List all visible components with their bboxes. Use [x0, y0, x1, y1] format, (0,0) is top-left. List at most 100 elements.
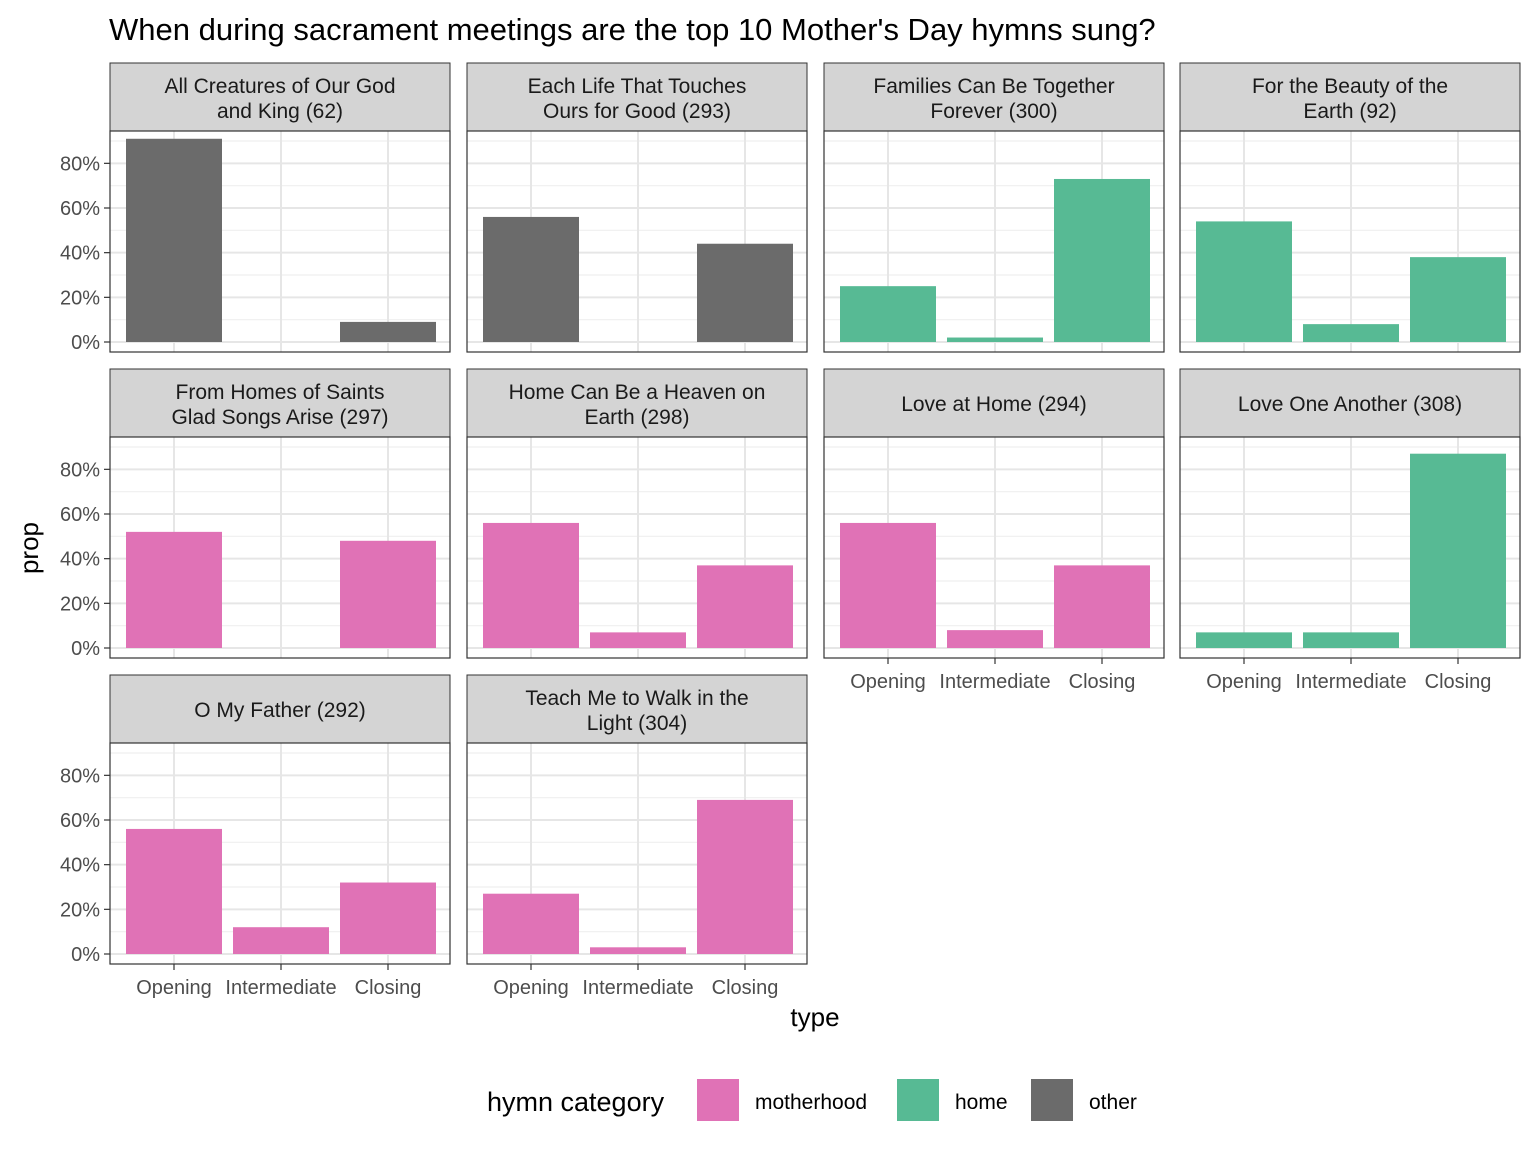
facet-strip-label: O My Father (292) — [194, 699, 366, 722]
legend-key — [897, 1079, 939, 1121]
bar — [947, 630, 1043, 648]
panel-border — [109, 436, 451, 659]
panel-border — [1179, 130, 1521, 353]
bar — [483, 216, 579, 342]
y-tick-label: 80% — [60, 459, 100, 481]
facet-strip — [466, 674, 808, 744]
bar — [590, 632, 686, 648]
facet-strip-label: Each Life That Touches — [528, 75, 747, 98]
y-tick-label: 40% — [60, 855, 100, 877]
bar — [1196, 632, 1292, 648]
legend-key — [697, 1079, 739, 1121]
panel-border — [466, 130, 808, 353]
facet-strip — [823, 62, 1165, 132]
facet-strip — [823, 368, 1165, 438]
facet-strip-label: Teach Me to Walk in the — [525, 687, 748, 710]
bar — [1054, 565, 1150, 648]
facet-panel: O My Father (292) 0% 20% 40% 60% 80% Opening In… — [60, 674, 451, 999]
x-tick-label: Closing — [712, 977, 779, 999]
facet-strip-label: Earth (298) — [584, 406, 689, 429]
facet-strip-label: Home Can Be a Heaven on — [509, 381, 766, 404]
facet-strip — [109, 62, 451, 132]
bar — [947, 337, 1043, 342]
facet-strip-label: For the Beauty of the — [1252, 75, 1448, 98]
x-tick-label: Closing — [355, 977, 422, 999]
legend-label: motherhood — [755, 1091, 867, 1114]
facet-panel: Love at Home (294) Opening Intermediate Clo… — [823, 368, 1165, 693]
bar — [1054, 178, 1150, 342]
x-tick-label: Closing — [1069, 671, 1136, 693]
bar — [1303, 324, 1399, 342]
x-tick-label: Intermediate — [1295, 671, 1406, 693]
facet-strip — [466, 368, 808, 438]
bar — [233, 927, 329, 954]
facet-strip — [109, 674, 451, 744]
x-tick-label: Closing — [1425, 671, 1492, 693]
bar — [840, 522, 936, 648]
facet-strip-label: Love One Another (308) — [1238, 393, 1462, 416]
facet-strip-label: Families Can Be Together — [873, 75, 1114, 98]
bar — [126, 531, 222, 648]
bar — [340, 321, 436, 342]
bar — [697, 243, 793, 342]
y-tick-label: 80% — [60, 153, 100, 175]
facet-strip-label: All Creatures of Our God — [164, 75, 395, 98]
bar — [126, 828, 222, 954]
facet-strip — [109, 368, 451, 438]
y-tick-label: 60% — [60, 198, 100, 220]
legend-key — [1031, 1079, 1073, 1121]
bar — [126, 138, 222, 342]
bar — [483, 893, 579, 954]
y-tick-label: 20% — [60, 899, 100, 921]
legend-title: hymn category — [487, 1087, 665, 1117]
panel-border — [1179, 436, 1521, 659]
panel-border — [466, 742, 808, 965]
y-tick-label: 40% — [60, 549, 100, 571]
facet-strip — [466, 62, 808, 132]
y-tick-label: 0% — [71, 332, 100, 354]
panel-border — [823, 436, 1165, 659]
y-tick-label: 40% — [60, 243, 100, 265]
bar — [340, 882, 436, 954]
facet-panel: Love One Another (308) Opening Intermediat… — [1179, 368, 1521, 693]
panel-border — [823, 130, 1165, 353]
y-tick-label: 0% — [71, 638, 100, 660]
chart-title: When during sacrament meetings are the t… — [109, 12, 1156, 47]
legend: hymn category motherhood home other — [487, 1079, 1137, 1121]
x-tick-label: Intermediate — [582, 977, 693, 999]
bar — [1410, 453, 1506, 648]
y-tick-label: 0% — [71, 944, 100, 966]
bar — [1196, 221, 1292, 342]
legend-label: home — [955, 1091, 1008, 1114]
facet-strip-label: Earth (92) — [1303, 100, 1396, 123]
y-tick-label: 80% — [60, 765, 100, 787]
y-tick-label: 20% — [60, 593, 100, 615]
facet-strip-label: Forever (300) — [930, 100, 1057, 123]
facet-strip-label: From Homes of Saints — [176, 381, 385, 404]
y-tick-label: 20% — [60, 287, 100, 309]
x-tick-label: Intermediate — [225, 977, 336, 999]
x-tick-label: Opening — [136, 977, 212, 999]
x-axis-title: type — [790, 1002, 839, 1032]
bar — [1303, 632, 1399, 648]
panel-border — [109, 742, 451, 965]
y-tick-label: 60% — [60, 810, 100, 832]
facet-strip — [1179, 368, 1521, 438]
facet-strip-label: Ours for Good (293) — [543, 100, 731, 123]
facet-strip-label: Love at Home (294) — [901, 393, 1087, 416]
y-axis-title: prop — [14, 522, 44, 574]
panel-border — [109, 130, 451, 353]
facet-strip-label: and King (62) — [217, 100, 343, 123]
legend-label: other — [1089, 1091, 1137, 1114]
panel-border — [466, 436, 808, 659]
y-tick-label: 60% — [60, 504, 100, 526]
bar — [1410, 257, 1506, 342]
bar — [340, 540, 436, 648]
